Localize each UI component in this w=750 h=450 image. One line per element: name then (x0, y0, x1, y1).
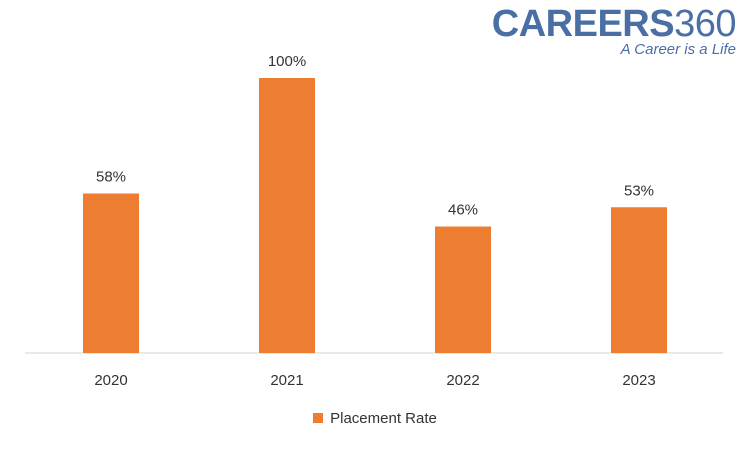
bar-2023 (611, 207, 667, 353)
x-tick-label-2021: 2021 (270, 372, 303, 389)
logo-name-thin: 360 (674, 3, 736, 45)
logo-tagline: A Career is a Life (620, 41, 736, 58)
legend-swatch (313, 413, 324, 423)
careers360-logo: CAREERS360 A Career is a Life (491, 3, 737, 58)
chart-legend: Placement Rate (0, 410, 750, 427)
x-tick-label-2020: 2020 (94, 372, 127, 389)
bars-group (83, 78, 667, 353)
logo-name-bold: CAREERS (491, 3, 675, 45)
bar-2022 (435, 226, 491, 353)
x-tick-label-2023: 2023 (622, 372, 655, 389)
data-label-2022: 46% (448, 202, 478, 219)
x-tick-labels-group: 2020 2021 2022 2023 (94, 372, 655, 389)
data-labels-group: 58% 100% 46% 53% (96, 53, 654, 219)
legend-label: Placement Rate (330, 410, 437, 427)
bar-2021 (259, 78, 315, 353)
x-tick-label-2022: 2022 (446, 372, 479, 389)
logo-wordmark: CAREERS360 (491, 3, 737, 45)
data-label-2021: 100% (268, 53, 306, 70)
data-label-2020: 58% (96, 169, 126, 186)
data-label-2023: 53% (624, 182, 654, 199)
bar-2020 (83, 193, 139, 353)
